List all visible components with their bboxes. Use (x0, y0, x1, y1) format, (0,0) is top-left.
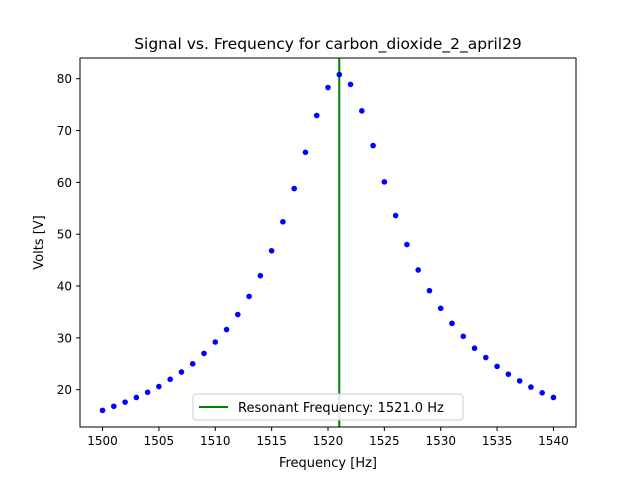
data-point (539, 389, 545, 396)
data-point (133, 394, 140, 401)
data-point (415, 267, 421, 273)
data-point (516, 378, 523, 384)
data-point (122, 399, 128, 405)
data-point (460, 333, 467, 340)
y-tick-label: 50 (57, 228, 72, 242)
data-point (505, 371, 512, 377)
data-point (550, 394, 557, 401)
data-point (392, 212, 399, 219)
data-point (528, 384, 534, 390)
x-tick-label: 1530 (425, 434, 456, 448)
legend-box (192, 393, 464, 421)
data-point (189, 360, 196, 367)
data-point (494, 363, 500, 370)
y-axis-label: Volts [V] (32, 215, 47, 270)
data-point (201, 350, 207, 357)
data-point (359, 108, 365, 114)
legend-label: Resonant Frequency: 1521.0 Hz (238, 401, 444, 416)
data-point (426, 287, 433, 294)
data-point (144, 389, 151, 396)
data-point (291, 185, 297, 192)
y-tick-label: 70 (57, 124, 72, 138)
data-point (156, 383, 162, 390)
data-point (235, 311, 241, 318)
x-tick-label: 1520 (313, 434, 344, 448)
legend: Resonant Frequency: 1521.0 Hz (192, 393, 464, 421)
data-point (483, 354, 489, 361)
x-tick-label: 1540 (538, 434, 569, 448)
data-point (268, 247, 275, 254)
x-tick-label: 1505 (144, 434, 175, 448)
data-point (257, 272, 264, 279)
x-tick-label: 1510 (200, 434, 231, 448)
y-tick-label: 40 (57, 280, 72, 294)
data-point (246, 293, 252, 300)
data-point (302, 149, 309, 156)
plot-frame (79, 57, 577, 428)
data-point (99, 407, 106, 414)
data-point (336, 71, 343, 78)
x-tick-label: 1515 (256, 434, 287, 448)
x-axis: 1500 1505 1510 1515 1520 1525 1530 1535 1540 (87, 427, 569, 448)
data-point (370, 142, 376, 149)
data-point (212, 339, 219, 345)
data-point (178, 369, 185, 375)
y-tick-label: 30 (57, 331, 72, 345)
plot-background (80, 58, 576, 427)
data-points (99, 71, 557, 414)
x-tick-label: 1535 (482, 434, 513, 448)
data-point (404, 241, 410, 248)
y-axis: 20 30 40 50 60 70 80 (57, 72, 80, 397)
data-point (471, 345, 478, 352)
plot-area: 1500 1505 1510 1515 1520 1525 1530 1535 1540 20 3… (57, 57, 577, 448)
data-point (280, 218, 286, 225)
data-point (437, 305, 444, 312)
data-point (167, 376, 173, 383)
data-point (347, 81, 354, 88)
data-point (313, 112, 320, 119)
x-tick-label: 1500 (87, 434, 118, 448)
chart-title: Signal vs. Frequency for carbon_dioxide_… (134, 35, 522, 54)
data-point (223, 326, 230, 333)
data-point (449, 320, 455, 327)
data-point (111, 403, 117, 410)
y-tick-label: 20 (57, 383, 72, 397)
x-axis-label: Frequency [Hz] (279, 456, 377, 471)
y-tick-label: 80 (57, 72, 72, 86)
x-tick-label: 1525 (369, 434, 400, 448)
data-point (381, 179, 388, 185)
data-point (325, 84, 331, 91)
y-tick-label: 60 (57, 176, 72, 190)
